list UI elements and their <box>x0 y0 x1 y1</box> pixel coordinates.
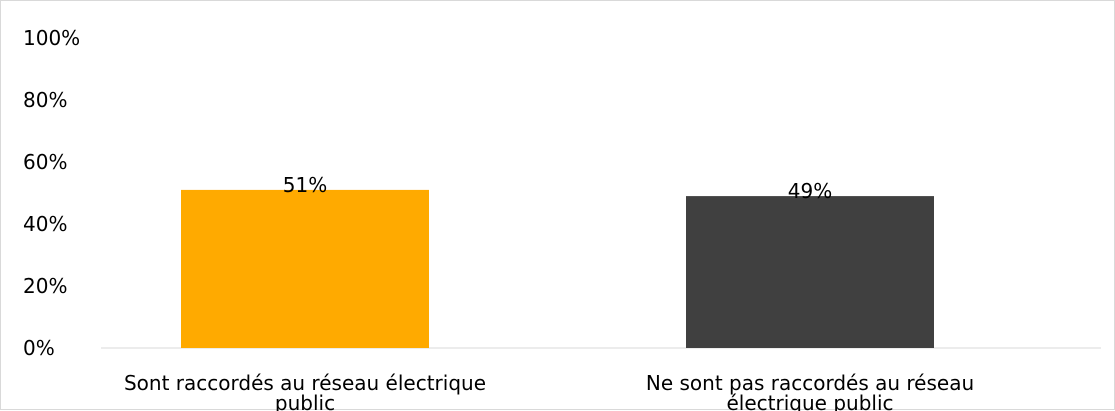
category-label-2-line-2: électrique public <box>727 391 894 411</box>
y-tick-label: 0% <box>23 336 55 360</box>
y-tick-label: 40% <box>23 212 67 236</box>
category-label-2-line-1: Ne sont pas raccordés au réseau <box>646 371 974 395</box>
y-tick-label: 100% <box>23 26 80 50</box>
data-labels: 51% 49% <box>283 173 832 203</box>
category-labels: Sont raccordés au réseau électriquepubli… <box>124 371 974 411</box>
y-tick-label: 20% <box>23 274 67 298</box>
category-label-1-line-2: public <box>275 391 335 411</box>
bar-2 <box>686 196 934 348</box>
y-tick-label: 60% <box>23 150 67 174</box>
y-tick-label: 80% <box>23 88 67 112</box>
data-label-2: 49% <box>788 179 832 203</box>
bars <box>181 189 934 348</box>
y-tick-labels: 0% 20% 40% 60% 80% 100% <box>23 26 80 360</box>
category-label-1-line-1: Sont raccordés au réseau électrique <box>124 371 486 395</box>
data-label-1: 51% <box>283 173 327 197</box>
bar-1 <box>181 189 429 348</box>
